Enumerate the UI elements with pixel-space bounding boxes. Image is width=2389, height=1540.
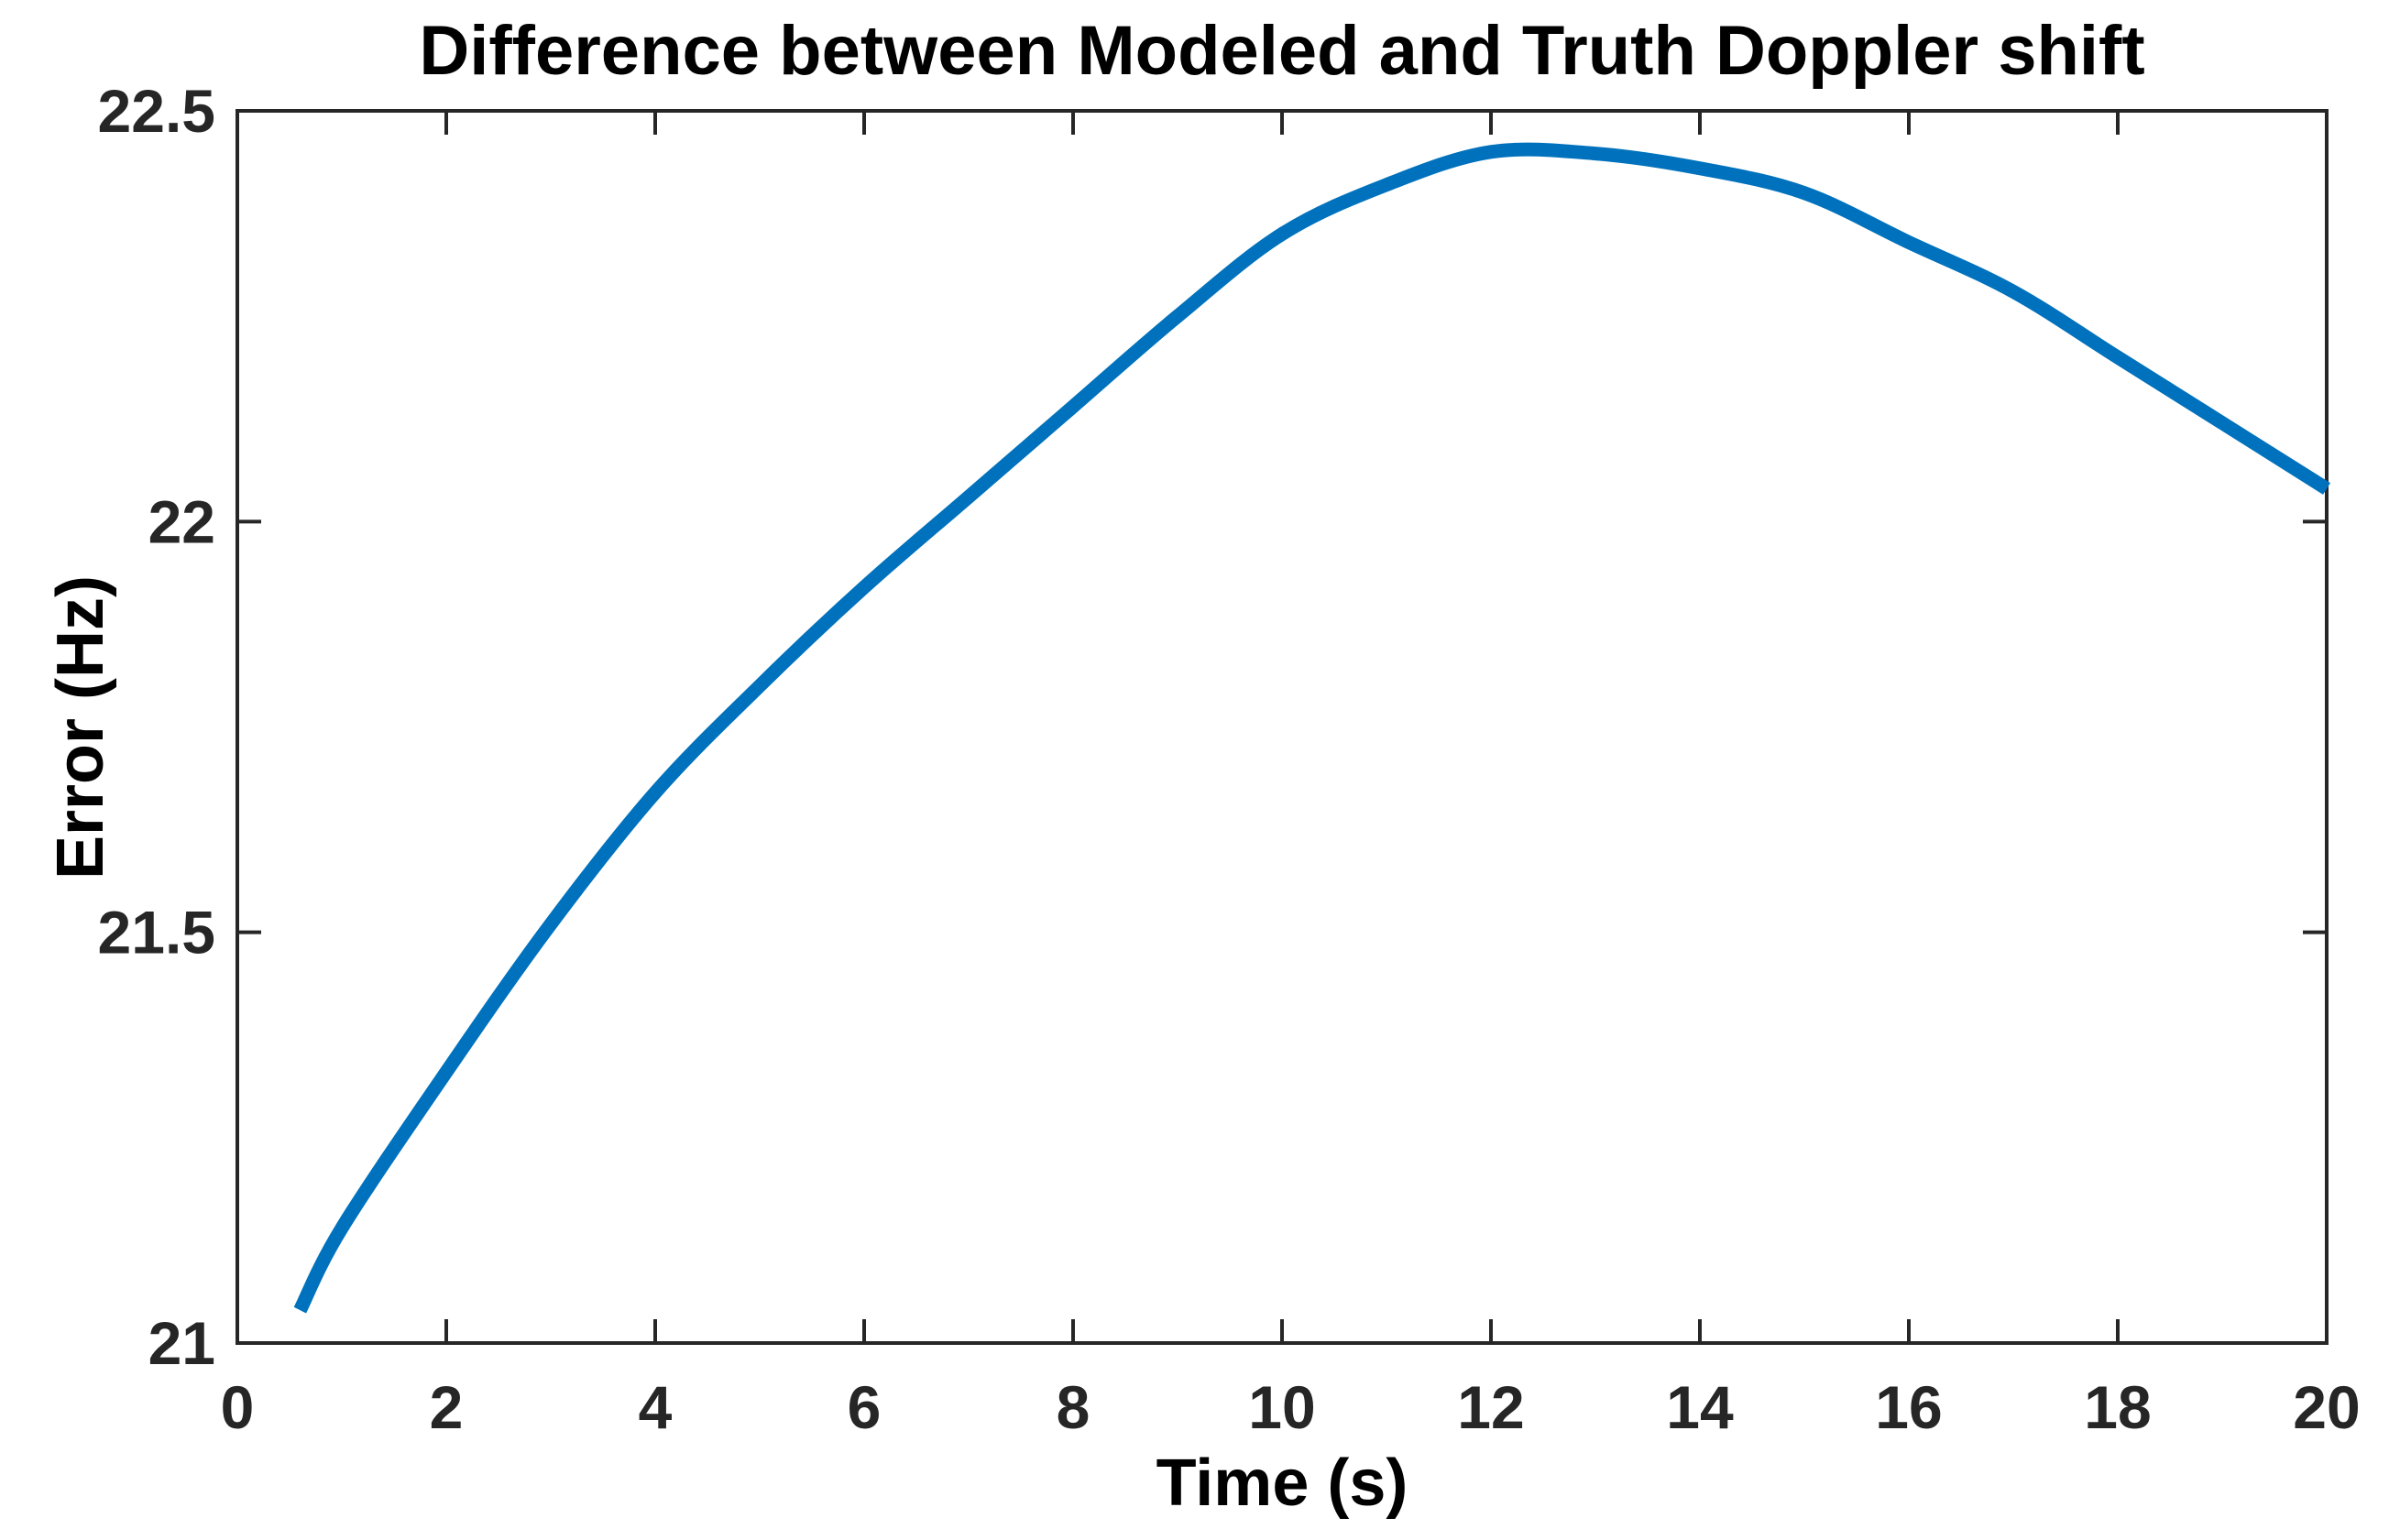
x-axis-label: Time (s) [1156, 1447, 1408, 1520]
y-tick-label: 22.5 [98, 77, 215, 145]
x-tick-label: 2 [430, 1373, 464, 1441]
y-tick-label: 21 [148, 1309, 215, 1377]
x-tick-label: 0 [221, 1373, 255, 1441]
y-tick-label: 22 [148, 487, 215, 555]
x-tick-label: 14 [1666, 1373, 1734, 1441]
chart-title: Difference between Modeled and Truth Dop… [419, 12, 2145, 90]
x-tick-label: 20 [2293, 1373, 2360, 1441]
x-tick-label: 12 [1457, 1373, 1524, 1441]
x-tick-label: 16 [1875, 1373, 1942, 1441]
x-tick-label: 6 [848, 1373, 882, 1441]
x-tick-label: 8 [1057, 1373, 1090, 1441]
y-axis-label: Error (Hz) [44, 574, 117, 880]
x-tick-label: 10 [1248, 1373, 1315, 1441]
data-line [293, 142, 2331, 1314]
x-tick-label: 4 [639, 1373, 673, 1441]
x-tick-label: 18 [2084, 1373, 2151, 1441]
y-tick-label: 21.5 [98, 899, 215, 967]
